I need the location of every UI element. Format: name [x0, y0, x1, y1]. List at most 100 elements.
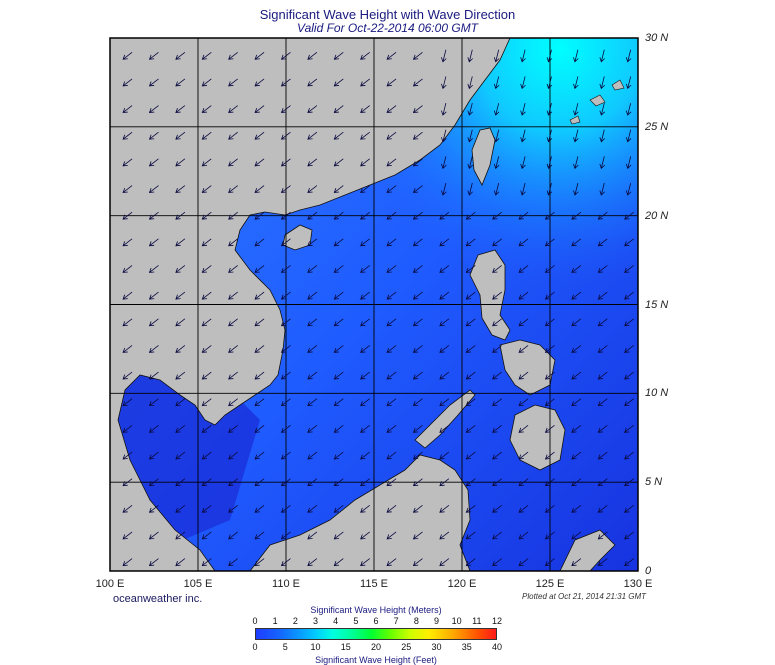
wave-arrow: [254, 371, 265, 380]
wave-arrow: [280, 158, 291, 167]
wave-arrow: [625, 76, 632, 90]
wave-arrow: [439, 531, 450, 540]
wave-arrow: [544, 345, 555, 353]
wave-arrow: [625, 129, 632, 143]
wave-arrow: [439, 505, 450, 513]
wave-arrow: [573, 129, 579, 143]
wave-arrow: [441, 129, 447, 143]
wave-arrow: [175, 238, 186, 247]
wave-arrow: [465, 531, 476, 540]
wave-arrow: [148, 451, 159, 460]
wave-arrow: [307, 238, 318, 247]
wave-arrow: [333, 185, 344, 193]
wave-arrow: [386, 51, 397, 60]
wave-arrow: [228, 291, 238, 300]
wave-arrow: [546, 182, 553, 196]
wave-arrow: [439, 345, 450, 353]
wave-arrow: [228, 318, 238, 327]
wave-arrow: [571, 371, 582, 380]
wave-arrow: [465, 425, 476, 433]
wave-arrow: [597, 478, 608, 487]
wave-arrow: [148, 131, 159, 140]
wave-arrow: [254, 318, 265, 327]
wave-arrow: [333, 345, 344, 353]
wave-arrow: [573, 156, 579, 170]
wave-arrow: [201, 51, 212, 60]
wave-arrow: [624, 318, 634, 327]
wave-arrow: [544, 451, 555, 460]
wave-arrow: [201, 371, 212, 380]
wave-arrow: [465, 558, 476, 567]
wave-arrow: [175, 505, 186, 513]
wave-arrow: [518, 345, 529, 353]
wave-arrow: [201, 211, 212, 220]
wave-arrow: [228, 345, 238, 353]
wave-arrow: [573, 102, 579, 116]
wave-arrow: [544, 425, 555, 433]
wave-arrow: [228, 78, 238, 87]
wave-arrow: [492, 345, 502, 353]
wave-arrow: [492, 211, 502, 220]
wave-arrow: [599, 49, 605, 63]
wave-arrow: [599, 156, 605, 170]
wave-arrow: [599, 129, 605, 143]
wave-arrow: [599, 182, 605, 196]
longitude-label: 100 E: [95, 578, 125, 590]
wave-arrow: [148, 158, 159, 167]
mindanao-island: [509, 404, 566, 471]
wave-arrow: [571, 478, 582, 487]
wave-arrow: [386, 398, 397, 407]
longitude-label: 115 E: [360, 578, 388, 590]
latitude-label: 25 N: [645, 120, 669, 133]
wave-arrow: [518, 211, 529, 220]
wave-arrow: [360, 158, 370, 167]
wave-arrow: [228, 265, 238, 273]
wave-arrow: [439, 291, 450, 300]
wave-arrow: [360, 291, 370, 300]
wave-arrow: [280, 131, 291, 140]
wave-arrow: [492, 558, 502, 567]
wave-arrow: [439, 371, 450, 380]
wave-arrow: [571, 211, 582, 220]
longitude-label: 110 E: [272, 578, 300, 590]
wave-arrow: [439, 478, 450, 487]
wave-arrow: [122, 265, 133, 273]
wave-arrow: [546, 76, 553, 90]
wave-arrow: [307, 291, 318, 300]
wave-arrow: [228, 51, 238, 60]
wave-arrow: [493, 102, 500, 116]
colorbar-feet-tick: 0: [252, 642, 258, 652]
wave-arrow: [599, 76, 605, 90]
wave-arrow: [467, 182, 473, 196]
plotted-time: Plotted at Oct 21, 2014 21:31 GMT: [522, 592, 647, 601]
wave-arrow: [597, 211, 608, 220]
wave-arrow: [386, 158, 397, 167]
wave-arrow: [465, 291, 476, 300]
wave-arrow: [201, 131, 212, 140]
wave-arrow: [360, 345, 370, 353]
wave-arrow: [307, 78, 318, 87]
wave-arrow: [467, 156, 473, 170]
wave-arrow: [254, 398, 265, 407]
wave-arrow: [360, 185, 370, 193]
wave-arrow: [571, 238, 582, 247]
credit-text: oceanweather inc.: [113, 593, 203, 605]
wave-arrow: [307, 425, 318, 433]
wave-arrow: [571, 531, 582, 540]
wave-arrow: [493, 129, 500, 143]
wave-arrow: [175, 451, 186, 460]
wave-arrow: [467, 49, 473, 63]
wave-arrow: [201, 398, 212, 407]
wave-arrow: [148, 478, 159, 487]
wave-arrow: [493, 182, 500, 196]
colorbar-meters-title: Significant Wave Height (Meters): [310, 605, 442, 615]
wave-arrow: [492, 291, 502, 300]
wave-arrow: [122, 318, 133, 327]
wave-arrow: [412, 531, 423, 540]
wave-arrow: [520, 102, 526, 116]
wave-arrow: [624, 425, 634, 433]
wave-arrow: [412, 345, 423, 353]
wave-arrow: [122, 371, 133, 380]
wave-arrow: [597, 318, 608, 327]
wave-arrow: [122, 51, 133, 60]
